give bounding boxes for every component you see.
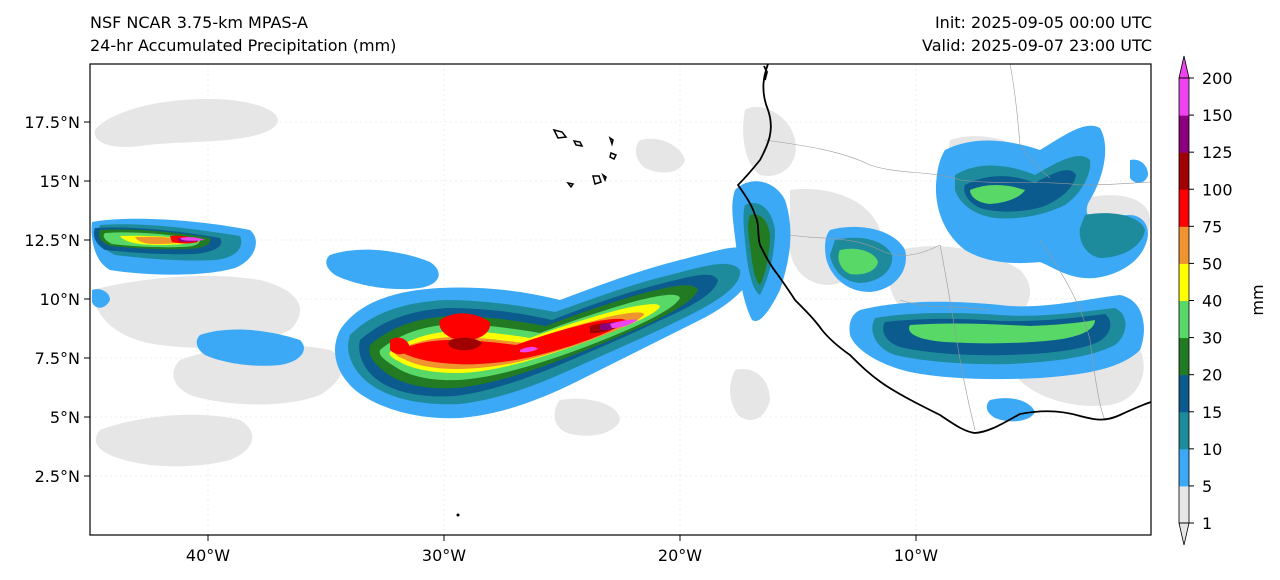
lon-tick-label: 40°W [186,546,230,565]
lon-tick-label: 30°W [422,546,466,565]
colorbar-tick-label: 15 [1202,403,1222,422]
lat-tick-label: 10°N [40,290,80,309]
colorbar-unit-label: mm [1248,284,1267,315]
map-plot-area [90,64,1151,535]
model-title: NSF NCAR 3.75-km MPAS-A [90,13,308,32]
colorbar-extend-min [1178,522,1190,546]
lat-tick-label: 12.5°N [24,231,80,250]
colorbar-swatches [1178,55,1190,546]
field-title: 24-hr Accumulated Precipitation (mm) [90,36,397,55]
colorbar-swatch [1179,337,1189,376]
lon-tick-label: 10°W [894,546,938,565]
colorbar-extend-max [1178,55,1190,79]
colorbar-tick-label: 200 [1202,69,1233,88]
colorbar-swatch [1179,226,1189,264]
colorbar-tick-label: 10 [1202,440,1222,459]
lat-tick-label: 5°N [50,408,80,427]
colorbar-tick-label: 20 [1202,366,1222,385]
colorbar-swatch [1179,411,1189,450]
cape-verde-islands [552,128,618,189]
lat-tick-label: 15°N [40,172,80,191]
init-time: Init: 2025-09-05 00:00 UTC [934,13,1152,32]
colorbar-tick-label: 5 [1202,477,1212,496]
lat-axis: 17.5°N 15°N 12.5°N 10°N 7.5°N 5°N 2.5°N [24,113,90,486]
colorbar-tick-label: 125 [1202,143,1233,162]
colorbar-swatch [1179,485,1189,524]
colorbar-swatch [1179,189,1189,227]
coastlines [736,64,1151,434]
island-dot [456,513,460,517]
colorbar-tick-label: 100 [1202,180,1233,199]
colorbar-tick-label: 40 [1202,292,1222,311]
colorbar-swatch [1179,152,1189,190]
lon-tick-label: 20°W [658,546,702,565]
colorbar-swatch [1179,115,1189,153]
colorbar-tick-label: 150 [1202,106,1233,125]
lat-tick-label: 17.5°N [24,113,80,132]
precip-150-200 [180,237,638,353]
country-borders [764,64,1151,431]
colorbar-tick-label: 75 [1202,217,1222,236]
colorbar-tick-label: 50 [1202,254,1222,273]
colorbar-swatch [1179,448,1189,487]
colorbar-swatch [1179,263,1189,301]
lat-tick-label: 2.5°N [35,467,80,486]
colorbar-swatch [1179,374,1189,413]
colorbar-swatch [1179,78,1189,116]
valid-time: Valid: 2025-09-07 23:00 UTC [921,36,1152,55]
lon-axis: 40°W 30°W 20°W 10°W [186,535,938,565]
colorbar-swatch [1179,300,1189,339]
lat-tick-label: 7.5°N [35,349,80,368]
colorbar-tick-label: 30 [1202,329,1222,348]
colorbar-tick-label: 1 [1202,514,1212,533]
